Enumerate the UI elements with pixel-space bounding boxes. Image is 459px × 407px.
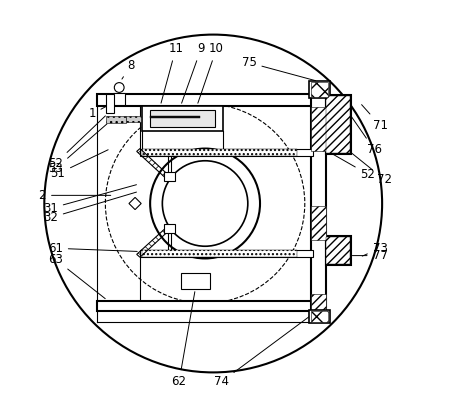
- Bar: [325, 236, 351, 265]
- Bar: [311, 82, 328, 97]
- Text: 31: 31: [43, 185, 136, 215]
- Bar: [164, 224, 174, 233]
- Text: 75: 75: [241, 56, 315, 81]
- Bar: [142, 149, 297, 156]
- Bar: [326, 237, 350, 264]
- Bar: [97, 94, 315, 106]
- Bar: [113, 93, 125, 105]
- Text: 53: 53: [48, 124, 107, 175]
- Text: 71: 71: [362, 105, 387, 132]
- Text: 74: 74: [214, 311, 317, 388]
- Text: 8: 8: [122, 59, 134, 79]
- Text: 72: 72: [352, 153, 392, 186]
- Bar: [309, 310, 330, 323]
- Text: 52: 52: [328, 151, 375, 181]
- Text: 51: 51: [50, 150, 108, 180]
- Text: 63: 63: [48, 253, 105, 299]
- Bar: [326, 96, 350, 153]
- Bar: [126, 116, 141, 122]
- Bar: [97, 301, 315, 311]
- Text: 73: 73: [362, 242, 387, 256]
- Bar: [311, 107, 326, 151]
- Text: 62: 62: [172, 292, 195, 388]
- Text: 32: 32: [43, 192, 136, 224]
- Text: 2: 2: [39, 189, 111, 202]
- Bar: [311, 294, 326, 311]
- Bar: [311, 206, 326, 240]
- Text: 1: 1: [88, 104, 111, 120]
- Bar: [164, 172, 174, 181]
- Text: 77: 77: [353, 249, 387, 262]
- Bar: [142, 106, 224, 131]
- Text: 61: 61: [48, 242, 137, 255]
- Text: 52: 52: [48, 116, 106, 170]
- Bar: [150, 116, 200, 118]
- Bar: [140, 149, 313, 156]
- Bar: [309, 81, 330, 98]
- Bar: [150, 110, 215, 127]
- Bar: [311, 95, 326, 311]
- Bar: [142, 250, 297, 257]
- Text: 10: 10: [198, 42, 224, 103]
- Bar: [311, 311, 328, 322]
- Bar: [325, 95, 351, 154]
- Bar: [106, 94, 113, 113]
- Bar: [106, 116, 126, 123]
- Bar: [181, 273, 210, 289]
- Text: 9: 9: [182, 42, 205, 103]
- Text: 11: 11: [161, 42, 183, 103]
- Text: 76: 76: [351, 116, 382, 156]
- Bar: [140, 250, 313, 257]
